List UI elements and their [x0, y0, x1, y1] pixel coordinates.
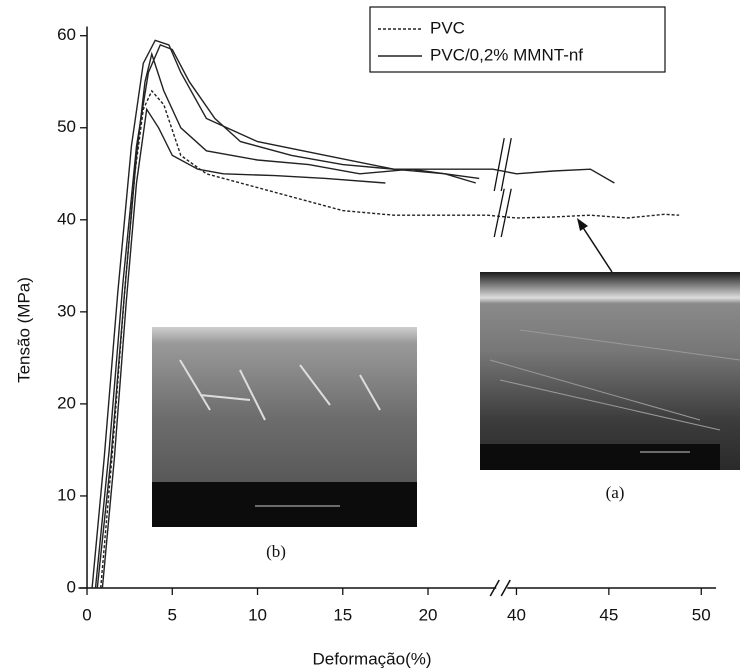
y-tick-label: 20: [57, 393, 76, 412]
data-line: [91, 39, 615, 589]
y-axis-title: Tensão (MPa): [14, 277, 33, 383]
arrow: [577, 218, 613, 273]
curve-break: [493, 188, 505, 238]
inset-a: [480, 272, 741, 470]
x-axis-title: Deformação(%): [312, 649, 431, 668]
x-tick-label: 15: [333, 605, 352, 624]
inset-b: [152, 327, 417, 527]
y-tick-label: 60: [57, 25, 76, 44]
y-tick-label: 10: [57, 485, 76, 504]
annotation: (a): [606, 483, 625, 502]
curve-break: [500, 138, 512, 192]
y-tick-label: 40: [57, 209, 76, 228]
x-tick-label: 45: [599, 605, 618, 624]
y-tick-label: 0: [67, 577, 76, 596]
legend-label: PVC/0,2% MMNT-nf: [430, 45, 583, 64]
x-tick-label: 5: [168, 605, 177, 624]
data-line: [100, 89, 680, 589]
axis-break: [500, 579, 511, 597]
data-line: [96, 51, 480, 589]
legend-box: [369, 6, 666, 73]
axis-break: [489, 579, 500, 597]
annotation: (b): [266, 542, 286, 561]
curve-break: [500, 188, 512, 238]
data-line: [101, 107, 386, 589]
x-tick-label: 10: [248, 605, 267, 624]
x-tick-label: 20: [419, 605, 438, 624]
y-tick-label: 50: [57, 117, 76, 136]
data-line: [94, 44, 477, 589]
y-tick-label: 30: [57, 301, 76, 320]
x-tick-label: 0: [82, 605, 91, 624]
x-tick-label: 50: [692, 605, 711, 624]
curve-break: [493, 138, 505, 192]
legend-label: PVC: [430, 18, 465, 37]
x-tick-label: 40: [507, 605, 526, 624]
